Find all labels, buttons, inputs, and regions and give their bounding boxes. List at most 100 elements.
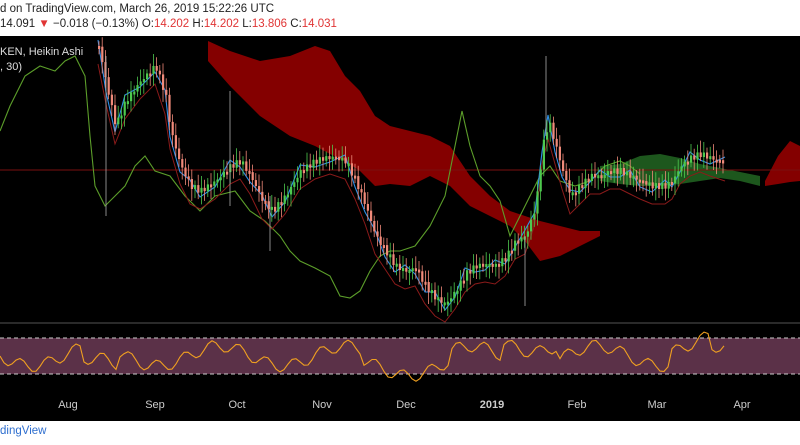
time-axis-label: Oct — [228, 399, 245, 411]
tradingview-brand[interactable]: dingView — [0, 425, 47, 437]
candle-body — [450, 298, 453, 302]
candle-body — [706, 152, 709, 159]
candle-body — [350, 163, 353, 176]
candle-body — [680, 166, 683, 172]
candle-body — [354, 175, 357, 179]
candle-body — [664, 183, 667, 189]
candle-body — [498, 263, 501, 267]
candle-body — [699, 152, 702, 158]
candle-body — [702, 152, 705, 158]
candle-body — [693, 155, 696, 160]
chart-canvas[interactable]: Aug Sep Oct Nov Dec 2019 Feb Mar Apr — [0, 36, 800, 421]
publish-line: d on TradingView.com, March 26, 2019 15:… — [0, 3, 275, 15]
candle-body — [606, 171, 609, 175]
open-label: O: — [141, 18, 154, 30]
candle-body — [622, 168, 625, 176]
candle-body — [104, 62, 107, 78]
candle-body — [603, 174, 606, 178]
candle-body — [558, 146, 561, 161]
candle-body — [411, 268, 414, 272]
candle-body — [402, 268, 405, 272]
candle-body — [331, 156, 334, 160]
candle-body — [683, 161, 686, 167]
candle-body — [635, 175, 638, 180]
candle-body — [549, 122, 552, 133]
candle-body — [590, 173, 593, 182]
candle-body — [574, 192, 577, 196]
candle-body — [206, 184, 209, 192]
candle-body — [456, 290, 459, 294]
price-change: −0.018 (−0.13%) — [52, 18, 139, 30]
chikou-line — [0, 55, 641, 299]
bear-cloud-forward — [765, 141, 800, 186]
candle-body — [245, 161, 248, 171]
high-label: H: — [192, 18, 204, 30]
close-value: 14.031 — [301, 18, 337, 30]
candle-body — [149, 73, 152, 77]
candle-body — [514, 240, 517, 251]
candle-body — [277, 202, 280, 212]
candle-body — [178, 148, 181, 160]
candle-body — [120, 115, 123, 119]
kijun-line — [97, 63, 726, 323]
candle-body — [190, 179, 193, 190]
candle-body — [507, 250, 510, 262]
chart-header: d on TradingView.com, March 26, 2019 15:… — [0, 0, 800, 36]
candle-body — [194, 185, 197, 190]
candle-body — [264, 200, 267, 204]
candle-body — [395, 263, 398, 267]
candle-body — [542, 139, 545, 170]
time-axis-label: Sep — [145, 399, 165, 411]
candle-body — [158, 70, 161, 75]
candle-body — [306, 164, 309, 172]
footer: dingView — [0, 421, 800, 445]
high-value: 14.202 — [203, 18, 240, 30]
candle-body — [408, 269, 411, 273]
candle-body — [258, 186, 261, 192]
candle-body — [296, 177, 299, 183]
heikin-ashi-candles — [98, 37, 725, 317]
candle-body — [216, 179, 219, 183]
candle-body — [155, 65, 158, 71]
candle-body — [98, 46, 101, 49]
candle-body — [280, 202, 283, 206]
candle-body — [424, 281, 427, 285]
candle-body — [674, 176, 677, 184]
price-chart[interactable]: Aug Sep Oct Nov Dec 2019 Feb Mar Apr KEN, Heikin… — [0, 36, 800, 421]
candle-body — [290, 186, 293, 195]
candle-body — [152, 65, 155, 74]
candle-body — [414, 268, 417, 272]
candle-body — [130, 92, 133, 102]
candle-body — [139, 81, 142, 86]
time-axis-label: Apr — [733, 399, 750, 411]
candle-body — [443, 302, 446, 306]
candle-body — [344, 157, 347, 164]
candle-body — [366, 203, 369, 211]
candle-body — [677, 171, 680, 177]
candle-body — [382, 245, 385, 249]
time-axis-label: 2019 — [480, 399, 504, 411]
candle-body — [475, 265, 478, 269]
candle-body — [539, 169, 542, 192]
candle-body — [261, 191, 264, 201]
candle-body — [485, 264, 488, 268]
candle-body — [376, 231, 379, 237]
candle-body — [648, 182, 651, 186]
candle-body — [357, 176, 360, 190]
candle-body — [110, 94, 113, 106]
candle-body — [472, 265, 475, 274]
candle-body — [619, 168, 622, 174]
time-axis-label: Aug — [58, 399, 78, 411]
candle-body — [379, 236, 382, 246]
candle-body — [136, 85, 139, 92]
candle-body — [126, 101, 129, 105]
candle-body — [616, 168, 619, 174]
candle-body — [533, 213, 536, 220]
candle-body — [315, 159, 318, 164]
candle-body — [466, 270, 469, 281]
candle-body — [696, 152, 699, 160]
candle-body — [114, 105, 117, 125]
candle-body — [584, 178, 587, 188]
candle-body — [501, 258, 504, 267]
candle-body — [491, 263, 494, 267]
